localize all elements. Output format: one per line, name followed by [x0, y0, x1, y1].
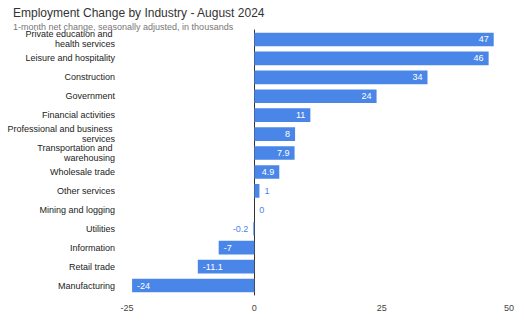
svg-text:-11.1: -11.1 — [203, 262, 223, 272]
svg-text:-24: -24 — [137, 281, 150, 291]
svg-text:1-month net change, seasonally: 1-month net change, seasonally adjusted,… — [13, 22, 234, 32]
svg-text:Employment Change by Industry: Employment Change by Industry - August 2… — [13, 6, 265, 20]
svg-text:47: 47 — [479, 34, 489, 44]
svg-text:Government: Government — [65, 91, 115, 101]
svg-text:Wholesale trade: Wholesale trade — [50, 167, 115, 177]
svg-text:Manufacturing: Manufacturing — [58, 281, 115, 291]
svg-text:Retail trade: Retail trade — [69, 262, 115, 272]
svg-text:-25: -25 — [120, 303, 133, 313]
svg-text:25: 25 — [377, 303, 387, 313]
svg-text:50: 50 — [504, 303, 514, 313]
svg-text:34: 34 — [412, 72, 422, 82]
svg-text:Leisure and hospitality: Leisure and hospitality — [25, 53, 115, 63]
svg-text:24: 24 — [362, 91, 372, 101]
svg-text:-0.2: -0.2 — [233, 224, 249, 234]
svg-text:11: 11 — [296, 110, 305, 120]
svg-text:Construction: Construction — [64, 72, 115, 82]
svg-text:Information: Information — [70, 243, 115, 253]
svg-text:-7: -7 — [224, 243, 232, 253]
svg-text:Transportation and: Transportation and — [37, 143, 115, 153]
svg-text:Financial activities: Financial activities — [42, 110, 116, 120]
svg-text:Private education and: Private education and — [25, 29, 115, 40]
svg-text:services: services — [82, 134, 115, 145]
svg-text:7.9: 7.9 — [277, 148, 290, 158]
svg-text:1: 1 — [264, 186, 269, 196]
svg-text:0: 0 — [252, 303, 257, 313]
svg-text:4.9: 4.9 — [262, 167, 275, 177]
svg-text:46: 46 — [474, 53, 484, 63]
svg-text:8: 8 — [285, 129, 290, 139]
svg-text:Mining and logging: Mining and logging — [39, 205, 115, 215]
svg-text:health services: health services — [55, 39, 116, 49]
svg-text:Professional and business: Professional and business — [7, 124, 115, 134]
svg-text:warehousing: warehousing — [63, 153, 115, 163]
svg-text:Utilities: Utilities — [86, 224, 116, 234]
svg-text:0: 0 — [259, 205, 264, 215]
svg-text:Other services: Other services — [57, 186, 116, 196]
